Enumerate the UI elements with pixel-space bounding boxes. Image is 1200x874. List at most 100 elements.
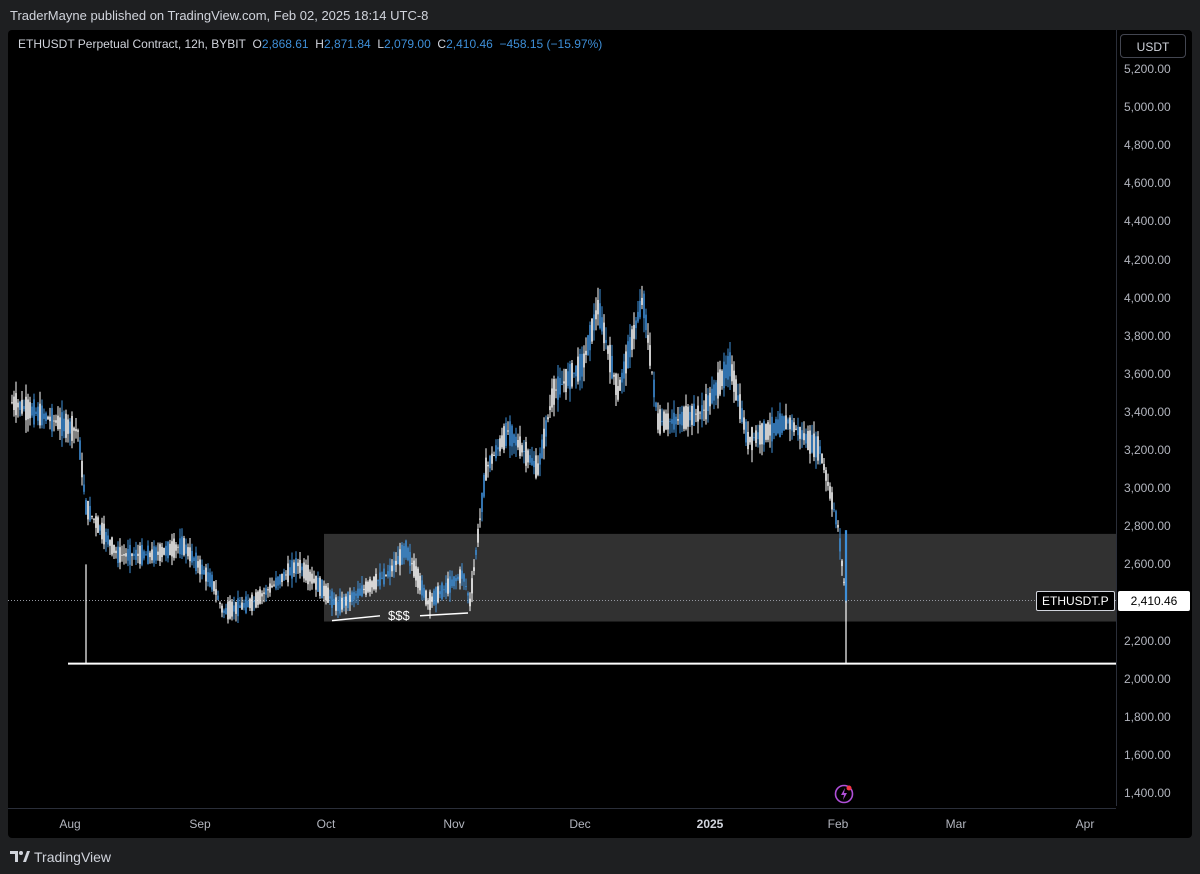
candle-body	[71, 415, 73, 441]
candle-body	[557, 376, 559, 400]
candle-body	[767, 422, 769, 440]
candle-body	[131, 553, 133, 557]
candle-body	[257, 591, 259, 605]
candle-body	[559, 377, 561, 395]
candle-body	[349, 595, 351, 602]
candle-body	[141, 544, 143, 565]
candle-body	[769, 424, 771, 436]
candle-body	[401, 544, 403, 565]
candle-body	[637, 311, 639, 322]
symbol-title: ETHUSDT Perpetual Contract, 12h, BYBIT	[18, 37, 246, 51]
candle-body	[285, 574, 287, 576]
candle-body	[163, 547, 165, 555]
candle-body	[811, 434, 813, 453]
candle-body	[73, 427, 75, 431]
time-tick: Nov	[443, 817, 465, 831]
candle-body	[357, 588, 359, 598]
candle-body	[599, 303, 601, 329]
candle-body	[561, 384, 563, 386]
price-axis[interactable]	[1116, 30, 1192, 806]
candle-body	[37, 406, 39, 421]
candle-body	[465, 586, 467, 588]
candle-body	[173, 538, 175, 558]
candle-body	[387, 571, 389, 577]
candle-body	[365, 581, 367, 595]
lightning-icon[interactable]	[834, 784, 854, 804]
candle-body	[433, 590, 435, 605]
price-tick: 1,400.00	[1124, 786, 1171, 800]
candle-body	[835, 511, 837, 525]
currency-button[interactable]: USDT	[1120, 34, 1186, 58]
candle-body	[79, 440, 81, 460]
candle-body	[475, 549, 477, 555]
open-value: 2,868.61	[261, 37, 309, 51]
candle-body	[809, 430, 811, 454]
candle-body	[203, 569, 205, 575]
candle-body	[347, 591, 349, 609]
candle-body	[491, 453, 493, 464]
candle-body	[25, 396, 27, 421]
candle-body	[223, 610, 225, 613]
candle-body	[383, 568, 385, 585]
candle-body	[483, 474, 485, 497]
candle-body	[23, 406, 25, 410]
candle-body	[567, 371, 569, 386]
candle-body	[829, 486, 831, 499]
candle-body	[755, 430, 757, 444]
candle-body	[341, 597, 343, 610]
time-axis[interactable]: Aug Sep Oct Nov Dec 2025 Feb Mar Apr	[8, 808, 1116, 838]
candle-body	[119, 547, 121, 563]
high-key: H	[315, 37, 324, 51]
candle-body	[827, 481, 829, 486]
price-tick: 4,600.00	[1124, 176, 1171, 191]
candle-body	[781, 415, 783, 433]
publish-header: TraderMayne published on TradingView.com…	[0, 0, 1200, 30]
candle-body	[477, 528, 479, 543]
candle-body	[109, 540, 111, 546]
candle-body	[741, 408, 743, 423]
candle-body	[379, 572, 381, 586]
candle-body	[711, 388, 713, 404]
candle-body	[159, 544, 161, 562]
candle-body	[375, 573, 377, 590]
price-tick: 3,400.00	[1124, 404, 1171, 419]
candle-body	[429, 591, 431, 610]
candle-body	[527, 450, 529, 463]
candle-body	[325, 585, 327, 601]
candle-body	[601, 317, 603, 332]
candle-body	[417, 568, 419, 588]
candle-body	[393, 560, 395, 571]
candle-body	[125, 553, 127, 557]
price-chart[interactable]	[8, 30, 1116, 808]
candle-body	[453, 576, 455, 587]
candle-body	[167, 541, 169, 559]
candle-body	[427, 600, 429, 605]
candle-body	[737, 395, 739, 402]
candle-body	[113, 544, 115, 553]
candle-body	[403, 546, 405, 558]
chart-frame[interactable]: ETHUSDT Perpetual Contract, 12h, BYBIT O…	[8, 30, 1192, 838]
candle-body	[749, 436, 751, 443]
candle-body	[69, 421, 71, 434]
candle-body	[129, 544, 131, 565]
candle-body	[371, 581, 373, 588]
candle-body	[651, 371, 653, 373]
candle-body	[153, 546, 155, 563]
candle-body	[531, 458, 533, 465]
candle-body	[663, 411, 665, 432]
candle-body	[145, 554, 147, 556]
candle-body	[89, 505, 91, 521]
price-tick: 2,000.00	[1124, 671, 1171, 686]
candle-body	[745, 421, 747, 443]
candle-body	[19, 401, 21, 411]
candle-body	[585, 350, 587, 355]
candle-body	[233, 605, 235, 612]
candle-body	[57, 415, 59, 430]
candle-body	[683, 407, 685, 429]
candle-body	[47, 416, 49, 420]
candle-body	[505, 422, 507, 446]
candle-body	[17, 402, 19, 408]
liquidity-label: $$$	[388, 608, 410, 623]
candle-body	[821, 453, 823, 464]
candle-body	[621, 372, 623, 383]
